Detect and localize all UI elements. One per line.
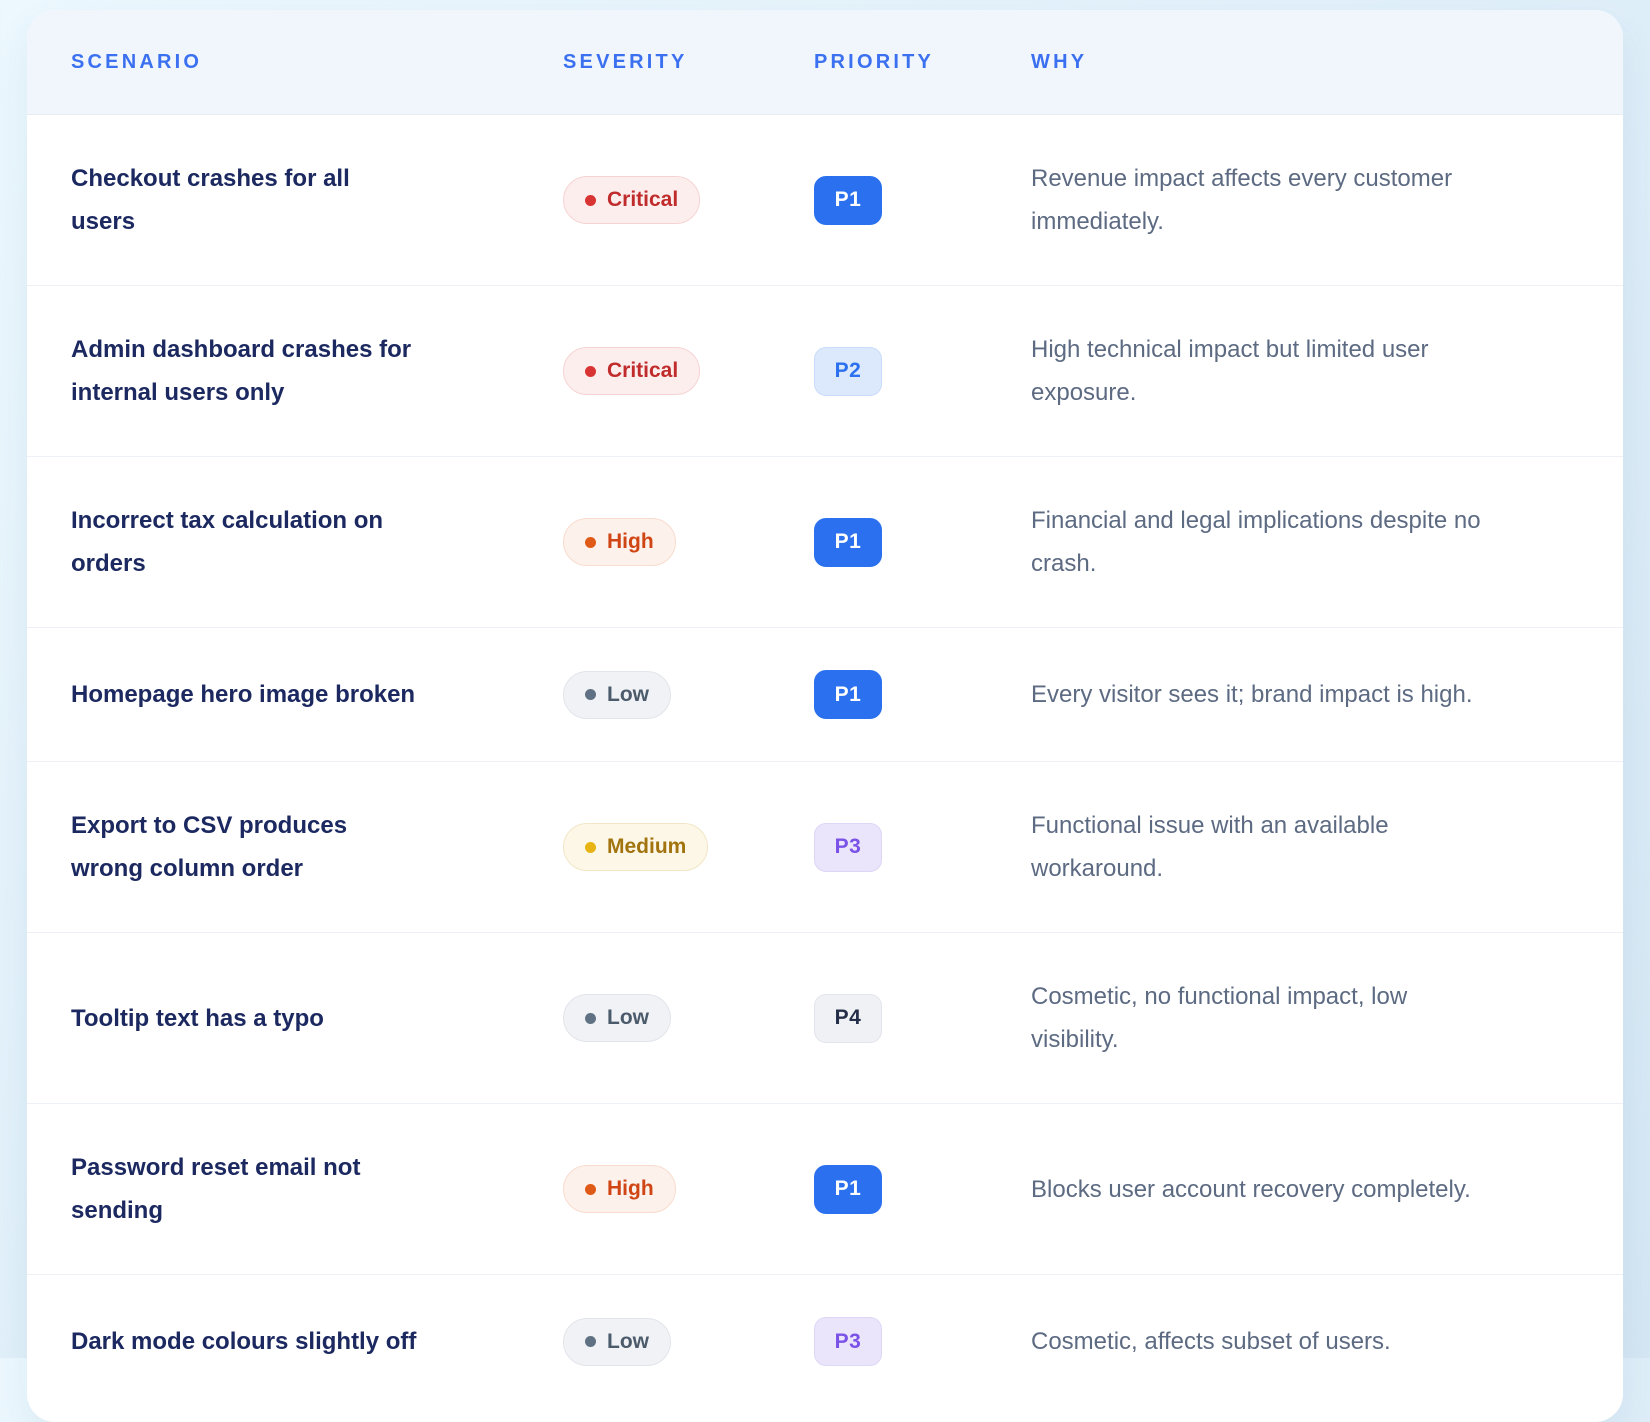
severity-badge: Critical xyxy=(563,176,701,224)
severity-dot-icon xyxy=(585,1012,596,1024)
table-row: Admin dashboard crashes for internal use… xyxy=(27,286,1623,457)
severity-badge: Low xyxy=(563,670,671,719)
scenario-text: Tooltip text has a typo xyxy=(71,1004,324,1032)
severity-label: High xyxy=(607,1177,654,1200)
severity-label: Medium xyxy=(607,835,687,858)
scenario-text: Homepage hero image broken xyxy=(71,681,416,708)
priority-badge: P4 xyxy=(814,993,882,1043)
severity-badge: Low xyxy=(563,1317,671,1366)
table-row: Dark mode colours slightly off Low P3 Co… xyxy=(27,1275,1623,1422)
scenario-text: Checkout crashes for all users xyxy=(71,165,350,235)
priority-cell: P4 xyxy=(814,993,1031,1043)
severity-label: Low xyxy=(607,682,649,706)
table-header-row: SCENARIO SEVERITY PRIORITY WHY xyxy=(27,10,1623,115)
table-row: Homepage hero image broken Low P1 Every … xyxy=(27,628,1623,762)
priority-badge: P2 xyxy=(814,346,882,396)
severity-dot-icon xyxy=(585,194,596,206)
severity-label: Low xyxy=(607,1329,649,1353)
severity-label: Critical xyxy=(607,359,679,382)
priority-cell: P3 xyxy=(814,822,1031,872)
priority-cell: P2 xyxy=(814,346,1031,396)
column-header-priority: PRIORITY xyxy=(814,50,935,73)
why-text: Blocks user account recovery completely. xyxy=(1031,1175,1471,1203)
column-header-severity: SEVERITY xyxy=(563,50,688,73)
severity-cell: Critical xyxy=(563,176,814,224)
severity-cell: Low xyxy=(563,994,814,1042)
column-header-why: WHY xyxy=(1031,50,1088,73)
priority-cell: P1 xyxy=(814,670,1031,719)
severity-dot-icon xyxy=(585,1183,596,1195)
severity-cell: Low xyxy=(563,1317,814,1366)
severity-label: High xyxy=(607,530,654,553)
priority-cell: P3 xyxy=(814,1317,1031,1366)
scenario-text: Admin dashboard crashes for internal use… xyxy=(71,336,412,406)
scenario-text: Export to CSV produces wrong column orde… xyxy=(71,812,348,882)
severity-dot-icon xyxy=(585,841,596,853)
severity-label: Low xyxy=(607,1006,649,1029)
priority-badge: P1 xyxy=(814,670,882,719)
severity-cell: High xyxy=(563,518,814,566)
priority-badge: P1 xyxy=(814,517,882,567)
severity-badge: Critical xyxy=(563,347,701,395)
why-text: Cosmetic, no functional impact, low visi… xyxy=(1031,983,1408,1053)
why-text: Cosmetic, affects subset of users. xyxy=(1031,1328,1391,1355)
priority-badge: P3 xyxy=(814,1317,882,1366)
why-text: Every visitor sees it; brand impact is h… xyxy=(1031,681,1473,708)
priority-cell: P1 xyxy=(814,517,1031,567)
table-row: Password reset email not sending High P1… xyxy=(27,1104,1623,1275)
severity-badge: Medium xyxy=(563,823,709,871)
why-text: Revenue impact affects every customer im… xyxy=(1031,165,1453,235)
why-text: High technical impact but limited user e… xyxy=(1031,336,1429,406)
scenario-text: Password reset email not sending xyxy=(71,1154,361,1224)
severity-cell: Medium xyxy=(563,823,814,871)
priority-cell: P1 xyxy=(814,1164,1031,1214)
priority-cell: P1 xyxy=(814,175,1031,225)
triage-table-card: SCENARIO SEVERITY PRIORITY WHY Checkout … xyxy=(27,10,1623,1422)
severity-cell: Critical xyxy=(563,347,814,395)
severity-dot-icon xyxy=(585,1336,596,1347)
table-row: Checkout crashes for all users Critical … xyxy=(27,115,1623,286)
severity-cell: Low xyxy=(563,670,814,719)
table-row: Tooltip text has a typo Low P4 Cosmetic,… xyxy=(27,933,1623,1104)
why-text: Financial and legal implications despite… xyxy=(1031,507,1481,577)
why-text: Functional issue with an available worka… xyxy=(1031,812,1389,882)
scenario-text: Dark mode colours slightly off xyxy=(71,1328,417,1355)
severity-cell: High xyxy=(563,1165,814,1213)
scenario-text: Incorrect tax calculation on orders xyxy=(71,507,384,577)
severity-label: Critical xyxy=(607,188,679,211)
table-row: Export to CSV produces wrong column orde… xyxy=(27,762,1623,933)
severity-badge: Low xyxy=(563,994,671,1042)
severity-dot-icon xyxy=(585,536,596,548)
priority-badge: P3 xyxy=(814,822,882,872)
table-row: Incorrect tax calculation on orders High… xyxy=(27,457,1623,628)
severity-dot-icon xyxy=(585,365,596,377)
severity-badge: High xyxy=(563,1165,676,1213)
severity-dot-icon xyxy=(585,689,596,700)
table-body: Checkout crashes for all users Critical … xyxy=(27,115,1623,1422)
priority-badge: P1 xyxy=(814,175,882,225)
column-header-scenario: SCENARIO xyxy=(71,50,203,73)
priority-badge: P1 xyxy=(814,1164,882,1214)
severity-badge: High xyxy=(563,518,676,566)
